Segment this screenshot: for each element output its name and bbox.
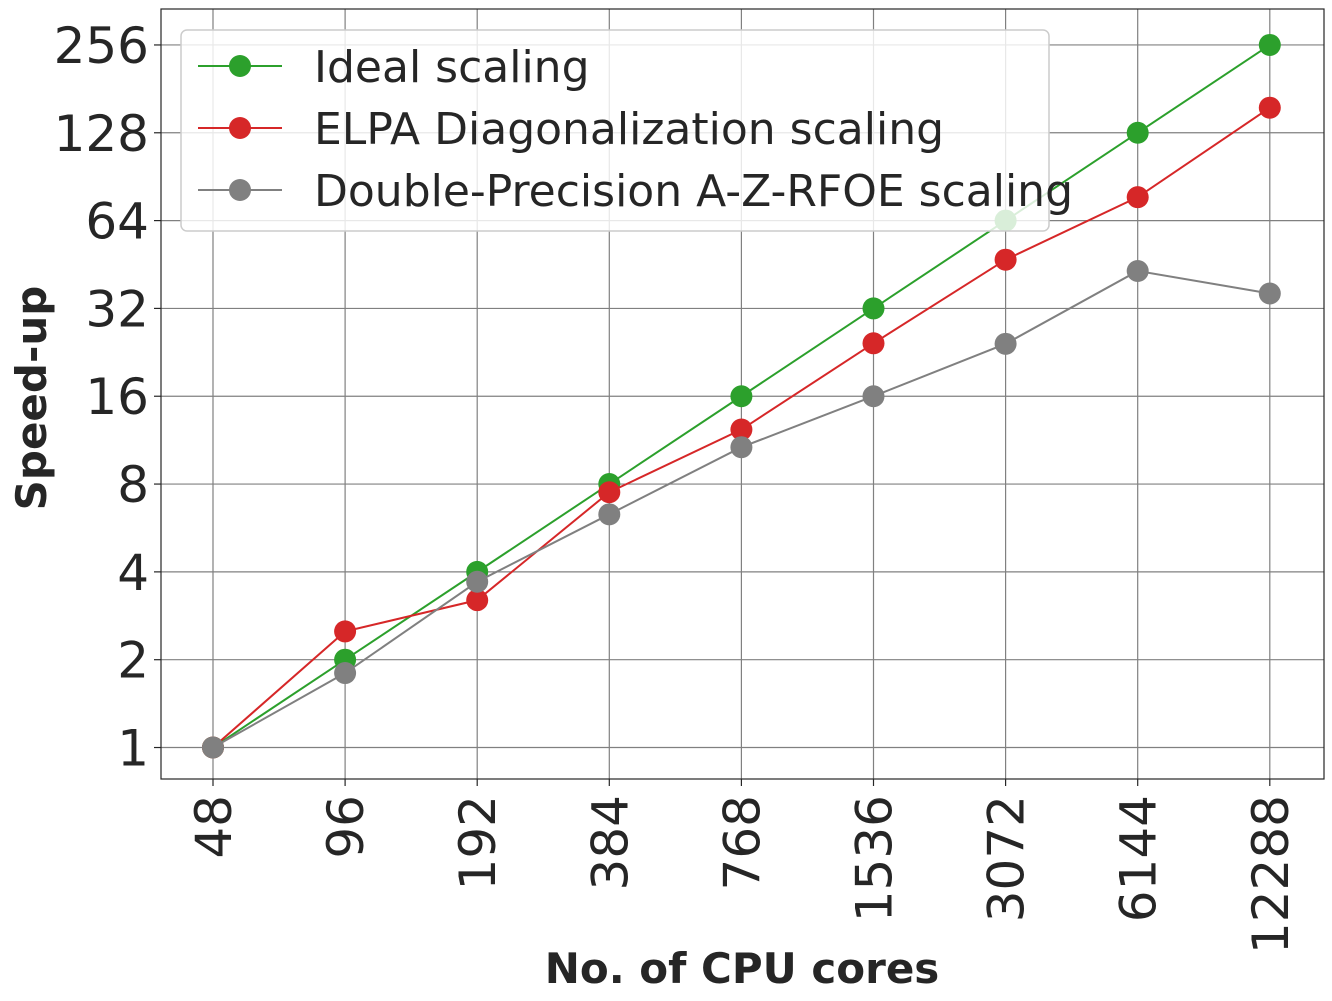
y-tick-label: 1 <box>117 720 149 778</box>
legend-label: ELPA Diagonalization scaling <box>314 104 944 155</box>
data-point <box>1258 282 1281 305</box>
series <box>202 33 1281 759</box>
plot-frame <box>160 8 1325 780</box>
data-point <box>862 332 885 355</box>
data-point <box>334 620 357 643</box>
x-tick-label: 1536 <box>846 795 904 922</box>
legend-label: Double-Precision A-Z-RFOE scaling <box>314 166 1073 217</box>
x-tick-label: 12288 <box>1242 795 1300 954</box>
y-tick-label: 256 <box>54 17 149 75</box>
data-point <box>1126 259 1149 282</box>
data-point <box>334 662 357 685</box>
x-tick-label: 768 <box>713 795 771 890</box>
legend-marker <box>229 55 251 77</box>
legend-box <box>180 29 1050 232</box>
legend-marker <box>229 117 251 139</box>
data-point <box>862 385 885 408</box>
data-point <box>202 736 224 759</box>
data-point <box>730 385 753 408</box>
data-point <box>730 436 753 459</box>
x-axis-label: No. of CPU cores <box>545 944 940 993</box>
y-tick-label: 8 <box>117 456 149 514</box>
x-tick-label: 48 <box>185 795 243 859</box>
y-tick-label: 64 <box>85 193 149 251</box>
y-tick-label: 2 <box>117 632 149 690</box>
y-tick-label: 32 <box>85 280 149 338</box>
series-2 <box>202 96 1281 759</box>
data-point <box>598 481 621 504</box>
data-point <box>598 503 621 526</box>
y-tick-label: 16 <box>85 368 149 426</box>
data-point <box>466 589 489 612</box>
legend-entry: Double-Precision A-Z-RFOE scaling <box>198 166 1073 217</box>
data-point <box>1258 96 1281 119</box>
y-tick-label: 128 <box>54 105 149 163</box>
legend-entry: ELPA Diagonalization scaling <box>198 104 944 155</box>
data-point <box>1258 33 1281 56</box>
legend-marker <box>229 179 251 201</box>
data-point <box>862 297 885 320</box>
series-3 <box>202 259 1281 759</box>
x-tick-label: 6144 <box>1110 795 1168 922</box>
legend: Ideal scaling ELPA Diagonalization scalin… <box>180 29 1073 232</box>
x-tick-label: 192 <box>449 795 507 890</box>
data-point <box>1126 186 1149 209</box>
data-point <box>730 418 753 441</box>
y-axis-ticks: 1 2 4 8 16 32 64 128 256 <box>54 17 161 778</box>
x-axis-ticks: 48 96 192 384 768 1536 3072 6144 12288 <box>185 779 1300 954</box>
legend-entry: Ideal scaling <box>198 42 590 93</box>
y-tick-label: 4 <box>117 544 149 602</box>
x-tick-label: 96 <box>317 795 375 859</box>
data-point <box>1126 121 1149 144</box>
x-tick-label: 384 <box>581 795 639 890</box>
x-tick-label: 3072 <box>978 795 1036 922</box>
legend-label: Ideal scaling <box>314 42 590 93</box>
data-point <box>994 248 1017 271</box>
y-axis-label: Speed-up <box>7 286 56 511</box>
data-point <box>466 570 489 593</box>
data-point <box>994 332 1017 355</box>
